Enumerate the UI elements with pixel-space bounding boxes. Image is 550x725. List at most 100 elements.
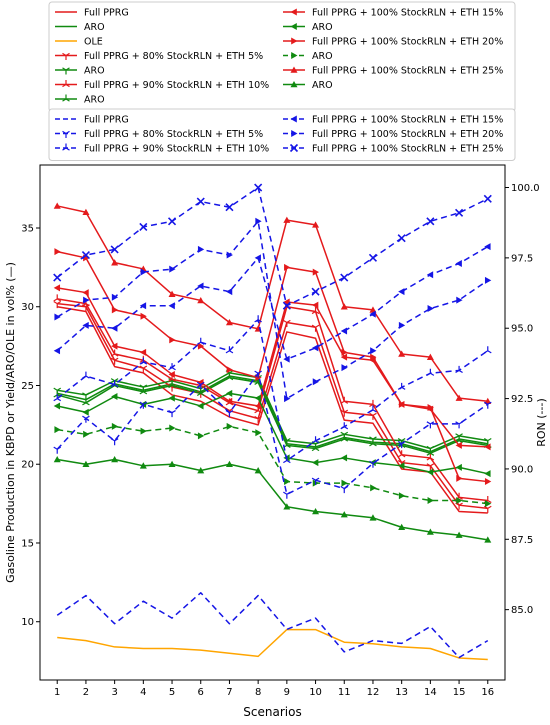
x-tick-label: 9: [284, 687, 290, 698]
legend-marker: [62, 143, 70, 151]
series-marker: [53, 402, 61, 410]
series-marker: [341, 364, 348, 372]
series-marker: [226, 366, 233, 374]
series-marker: [312, 301, 319, 309]
series-marker: [111, 324, 118, 332]
series-line: [56, 186, 489, 307]
series-marker: [82, 321, 89, 329]
legend-label: Full PPRG: [84, 115, 129, 126]
legend-label: ARO: [84, 95, 105, 106]
series-marker: [255, 217, 262, 225]
series-marker: [111, 293, 119, 301]
series-marker: [455, 365, 463, 374]
legend-marker: [290, 8, 297, 16]
series-marker: [53, 300, 62, 309]
series-marker: [53, 446, 62, 454]
series-marker: [426, 468, 434, 476]
series-marker: [369, 412, 377, 420]
series-marker: [369, 310, 376, 318]
series-marker: [255, 429, 262, 437]
series-marker: [311, 287, 320, 296]
series-marker: [110, 357, 119, 365]
series-marker: [254, 394, 261, 402]
series-marker: [110, 245, 119, 254]
x-tick-label: 10: [309, 687, 322, 698]
series-marker: [484, 276, 492, 284]
series-marker: [225, 460, 233, 468]
series-marker: [82, 371, 90, 379]
series-marker: [369, 306, 377, 313]
legend-label: Full PPRG: [84, 8, 129, 19]
series-line: [57, 458, 488, 541]
series-marker: [340, 454, 348, 462]
series-marker: [311, 436, 320, 444]
series-marker: [369, 460, 377, 468]
series-marker: [312, 459, 319, 467]
series-line: [57, 205, 488, 402]
series-marker: [340, 486, 349, 494]
series-marker: [397, 234, 406, 243]
series-marker: [225, 389, 233, 397]
series-marker: [225, 288, 233, 296]
y2-tick-label: 90.0: [511, 464, 533, 475]
series-marker: [455, 421, 463, 429]
series-line: [57, 425, 488, 505]
series-marker: [398, 400, 406, 408]
series-marker: [197, 432, 205, 440]
legend-marker: [291, 130, 298, 137]
y2-tick-label: 100.0: [511, 183, 540, 194]
series-marker: [282, 301, 291, 310]
series-marker: [225, 346, 234, 354]
x-tick-label: 5: [169, 687, 175, 698]
x-tick-label: 14: [424, 687, 437, 698]
series-marker: [83, 296, 90, 304]
series-marker: [368, 253, 378, 262]
series-marker: [168, 460, 176, 468]
series-marker: [53, 394, 62, 402]
series-marker: [196, 337, 205, 345]
series-marker: [370, 347, 377, 355]
series-marker: [225, 318, 233, 326]
series-marker: [139, 462, 147, 469]
series-marker: [312, 378, 320, 386]
series-line: [57, 306, 488, 514]
series-marker: [168, 363, 176, 371]
legend-marker: [62, 94, 70, 102]
series-marker: [427, 305, 434, 313]
series-marker: [254, 467, 262, 474]
series-marker: [370, 353, 377, 361]
legend-label: Full PPRG + 100% StockRLN + ETH 20%: [312, 37, 503, 48]
y-tick-label: 25: [21, 381, 34, 392]
legend-marker: [290, 23, 297, 30]
series-marker: [82, 208, 90, 216]
series-line: [57, 376, 488, 454]
series-marker: [254, 415, 262, 424]
series-marker: [53, 294, 62, 302]
series-marker: [197, 245, 205, 253]
series-marker: [340, 434, 349, 442]
x-tick-label: 16: [481, 687, 494, 698]
y2-tick-label: 95.0: [511, 324, 533, 335]
y-tick-label: 10: [21, 617, 34, 628]
series-marker: [111, 259, 119, 266]
y-tick-label: 15: [21, 538, 34, 549]
y-tick-label: 20: [21, 460, 34, 471]
x-tick-label: 15: [453, 687, 466, 698]
legend-label: Full PPRG + 100% StockRLN + ETH 20%: [312, 129, 503, 140]
series-marker: [82, 460, 90, 468]
series-marker: [312, 344, 319, 352]
series-marker: [225, 373, 234, 381]
series-marker: [82, 408, 89, 416]
series-marker: [283, 455, 291, 464]
series-marker: [369, 439, 377, 447]
series-marker: [426, 453, 435, 461]
series-marker: [284, 263, 291, 271]
series-marker: [370, 484, 377, 492]
y2-tick-label: 87.5: [511, 535, 533, 546]
series-marker: [168, 380, 176, 389]
x-tick-label: 11: [338, 687, 351, 698]
y-tick-label: 35: [21, 223, 34, 234]
series-marker: [398, 492, 406, 500]
series-marker: [484, 243, 491, 251]
series-marker: [341, 348, 348, 356]
